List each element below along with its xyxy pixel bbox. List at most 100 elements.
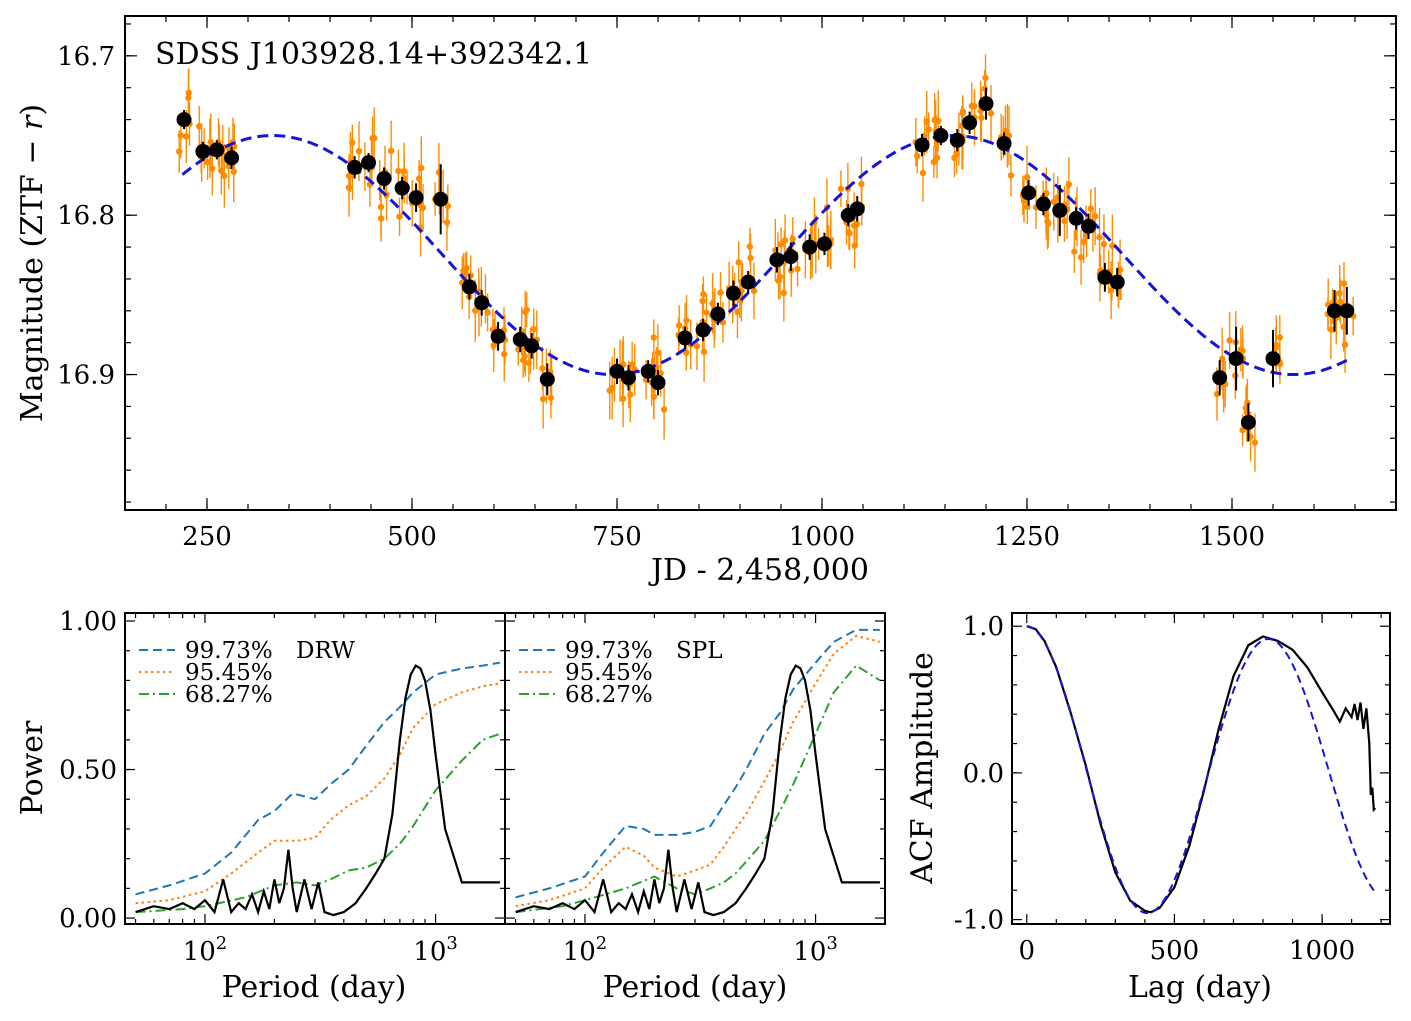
binned-data-point bbox=[651, 375, 666, 390]
light-curve-panel: 250 500 750 1000 1250 1500 16.7 16.8 16.9 SDSS J… bbox=[15, 16, 1396, 588]
binned-data-point bbox=[1110, 275, 1125, 290]
raw-data-point bbox=[838, 186, 844, 192]
x-tick-label: 1000 bbox=[1289, 936, 1355, 966]
raw-data-point bbox=[1226, 337, 1232, 343]
acf-model-curve bbox=[1027, 626, 1375, 913]
raw-data-point bbox=[444, 219, 450, 225]
x-tick-label: 500 bbox=[387, 522, 437, 552]
raw-data-point bbox=[620, 395, 626, 401]
x-tick-label: 0 bbox=[1018, 936, 1035, 966]
binned-data-point bbox=[1052, 203, 1067, 218]
power-y-axis-label: Power bbox=[15, 720, 50, 815]
acf-plot-area bbox=[1027, 626, 1375, 913]
raw-data-point bbox=[1342, 342, 1348, 348]
y-label-suffix: ) bbox=[15, 104, 50, 116]
raw-data-point bbox=[1066, 181, 1072, 187]
y-tick-label: 16.7 bbox=[57, 42, 115, 72]
acf-frame bbox=[1012, 613, 1390, 924]
raw-data-point bbox=[609, 385, 615, 391]
binned-data-point bbox=[177, 112, 192, 127]
binned-data-point bbox=[462, 279, 477, 294]
raw-data-point bbox=[953, 151, 959, 157]
raw-data-point bbox=[846, 229, 852, 235]
binned-data-point bbox=[621, 370, 636, 385]
y-tick-label: 16.9 bbox=[57, 361, 115, 391]
y-label-prefix: Magnitude (ZTF bbox=[15, 174, 50, 422]
raw-data-point bbox=[178, 132, 184, 138]
raw-data-point bbox=[371, 135, 377, 141]
raw-data-point bbox=[521, 353, 527, 359]
binned-data-point bbox=[726, 286, 741, 301]
binned-data-point bbox=[710, 306, 725, 321]
raw-data-point bbox=[854, 221, 860, 227]
raw-data-point bbox=[539, 365, 545, 371]
raw-data-point bbox=[395, 168, 401, 174]
raw-data-point bbox=[204, 159, 210, 165]
acf-panel: 0 500 1000 -1.0 0.0 1.0 Lag (day) ACF Amplitu… bbox=[905, 612, 1390, 1005]
y-tick-label: -1.0 bbox=[954, 906, 1004, 936]
raw-data-point bbox=[356, 148, 362, 154]
raw-data-point bbox=[1024, 174, 1030, 180]
binned-data-point bbox=[783, 249, 798, 264]
binned-data-point bbox=[817, 236, 832, 251]
raw-data-point bbox=[522, 309, 528, 315]
binned-data-point bbox=[209, 142, 224, 157]
light-curve-axes-ticks: 250 500 750 1000 1250 1500 16.7 16.8 16.9 bbox=[57, 16, 1396, 552]
acf-y-axis-label: ACF Amplitude bbox=[905, 652, 940, 885]
binned-data-point bbox=[696, 322, 711, 337]
raw-data-point bbox=[655, 350, 661, 356]
light-curve-plot-area bbox=[176, 54, 1356, 471]
raw-photometry-group bbox=[176, 54, 1356, 471]
raw-data-point bbox=[858, 181, 864, 187]
raw-data-point bbox=[1051, 198, 1057, 204]
object-name-annotation: SDSS J103928.14+392342.1 bbox=[155, 37, 592, 72]
raw-data-point bbox=[717, 289, 723, 295]
light-curve-frame bbox=[125, 16, 1396, 510]
x-tick-label: 500 bbox=[1150, 936, 1200, 966]
y-tick-label: 0.50 bbox=[59, 756, 117, 786]
binned-data-point bbox=[395, 181, 410, 196]
binned-data-point bbox=[1021, 185, 1036, 200]
light-curve-y-axis-label: Magnitude (ZTF − r) bbox=[15, 104, 50, 422]
binned-data-point bbox=[1229, 351, 1244, 366]
binned-data-point bbox=[361, 155, 376, 170]
binned-data-point bbox=[224, 150, 239, 165]
binned-data-point bbox=[802, 240, 817, 255]
binned-data-point bbox=[1036, 197, 1051, 212]
binned-data-point bbox=[491, 329, 506, 344]
raw-data-point bbox=[747, 243, 753, 249]
raw-data-point bbox=[960, 108, 966, 114]
spl-model-label: SPL bbox=[676, 638, 723, 664]
drw-legend: 99.73%95.45%68.27% bbox=[139, 638, 273, 708]
binned-data-point bbox=[950, 133, 965, 148]
legend-label: 68.27% bbox=[565, 682, 653, 708]
binned-data-point bbox=[347, 160, 362, 175]
raw-data-point bbox=[209, 165, 215, 171]
raw-data-point bbox=[1273, 342, 1279, 348]
raw-data-point bbox=[1088, 205, 1094, 211]
binned-data-point bbox=[933, 128, 948, 143]
y-tick-label: 0.0 bbox=[963, 759, 1004, 789]
raw-data-point bbox=[934, 155, 940, 161]
raw-data-point bbox=[1071, 248, 1077, 254]
raw-data-point bbox=[1337, 299, 1343, 305]
raw-data-point bbox=[388, 148, 394, 154]
raw-data-point bbox=[540, 396, 546, 402]
acf-axes-ticks: 0 500 1000-1.00.01.0 bbox=[954, 612, 1390, 966]
raw-data-point bbox=[1101, 241, 1107, 247]
x-tick-label: 103 bbox=[413, 933, 458, 967]
light-curve-x-axis-label: JD - 2,458,000 bbox=[648, 553, 869, 588]
raw-data-point bbox=[651, 393, 657, 399]
raw-data-point bbox=[418, 165, 424, 171]
raw-data-point bbox=[683, 317, 689, 323]
x-tick-label: 750 bbox=[592, 522, 642, 552]
binned-data-point bbox=[433, 192, 448, 207]
significance-curve bbox=[136, 683, 500, 903]
binned-data-point bbox=[524, 338, 539, 353]
raw-data-point bbox=[221, 173, 227, 179]
binned-data-point bbox=[962, 115, 977, 130]
raw-data-point bbox=[1277, 334, 1283, 340]
raw-data-point bbox=[703, 309, 709, 315]
binned-data-point bbox=[474, 295, 489, 310]
raw-data-point bbox=[548, 395, 554, 401]
